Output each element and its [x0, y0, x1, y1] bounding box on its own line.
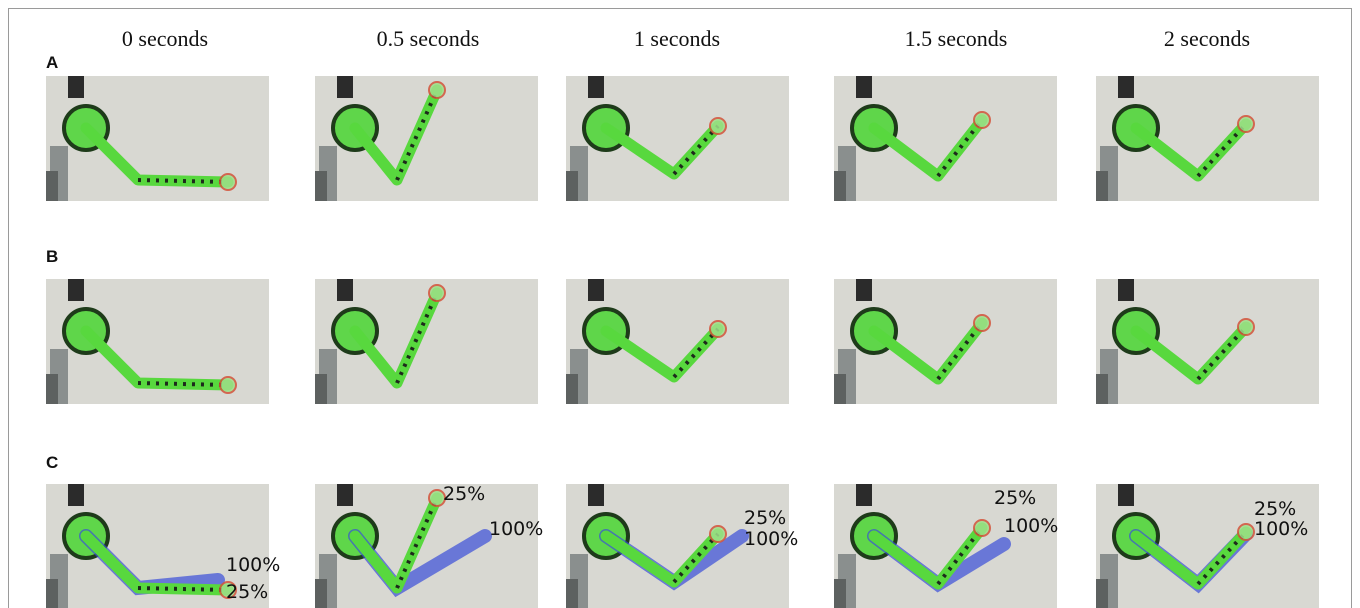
overlay-label: 25% [226, 581, 268, 603]
arm-detail [137, 586, 229, 592]
arm-detail [672, 532, 720, 584]
photo: 25% 100% [834, 484, 1058, 608]
arm-detail [137, 178, 229, 184]
hand [219, 173, 237, 191]
hand [219, 581, 237, 599]
mount [588, 279, 604, 301]
arm-detail [672, 327, 720, 379]
mount [337, 279, 353, 301]
hand [973, 519, 991, 537]
mount [1118, 76, 1134, 98]
hand [1237, 523, 1255, 541]
overlay-label: 25% [994, 487, 1036, 509]
photo [1096, 76, 1319, 201]
arm-detail [936, 118, 984, 178]
mount [856, 484, 872, 506]
photo [315, 76, 538, 201]
photo [834, 279, 1057, 404]
equipment [315, 374, 327, 404]
equipment [46, 579, 58, 608]
mount [337, 76, 353, 98]
overlay-label: 25% [443, 483, 485, 505]
hand [1237, 318, 1255, 336]
equipment [834, 374, 846, 404]
equipment [46, 374, 58, 404]
hand [973, 314, 991, 332]
photo [1096, 279, 1319, 404]
photo: 100% 25% [46, 484, 280, 608]
mount [1118, 279, 1134, 301]
overlay-label: 100% [1254, 518, 1308, 540]
hand [428, 284, 446, 302]
column-header: 0.5 seconds [377, 26, 480, 51]
hand [709, 117, 727, 135]
overlay-label: 100% [1004, 515, 1058, 537]
row-label: B [46, 247, 58, 266]
equipment [834, 579, 846, 608]
equipment [834, 171, 846, 201]
overlay-label: 25% [744, 507, 786, 529]
arm-detail [936, 526, 984, 586]
arm-detail [137, 381, 229, 387]
overlay-label: 100% [226, 554, 280, 576]
photo: 25%100% [1096, 484, 1319, 608]
mount [1118, 484, 1134, 506]
arm-detail [1196, 122, 1248, 178]
column-header: 1.5 seconds [905, 26, 1008, 51]
overlay-label: 25% [1254, 498, 1296, 520]
column-header: 0 seconds [122, 26, 208, 51]
arm-detail [1196, 530, 1248, 586]
equipment [1096, 374, 1108, 404]
mount [856, 279, 872, 301]
hand [709, 525, 727, 543]
photo [46, 279, 269, 404]
mount [588, 76, 604, 98]
hand [219, 376, 237, 394]
equipment [566, 579, 578, 608]
arm-detail [936, 321, 984, 381]
mount [68, 76, 84, 98]
photo [566, 76, 789, 201]
figure-border [8, 8, 1352, 608]
photo [834, 76, 1057, 201]
equipment [315, 171, 327, 201]
photo: 25%100% [315, 483, 543, 608]
column-header: 2 seconds [1164, 26, 1250, 51]
mount [68, 279, 84, 301]
arm-detail [395, 89, 439, 181]
photo [315, 279, 538, 404]
column-header: 1 seconds [634, 26, 720, 51]
hand [1237, 115, 1255, 133]
mount [337, 484, 353, 506]
arm-detail [395, 497, 439, 589]
mount [856, 76, 872, 98]
hand [973, 111, 991, 129]
row-label: C [46, 453, 58, 472]
equipment [566, 374, 578, 404]
arm-detail [672, 124, 720, 176]
mount [68, 484, 84, 506]
arm-detail [1196, 325, 1248, 381]
equipment [1096, 579, 1108, 608]
row-label: A [46, 53, 58, 72]
arm-detail [395, 292, 439, 384]
photo [46, 76, 269, 201]
equipment [46, 171, 58, 201]
hand [428, 489, 446, 507]
hand [709, 320, 727, 338]
hand [428, 81, 446, 99]
overlay-label: 100% [489, 518, 543, 540]
mount [588, 484, 604, 506]
photo: 25%100% [566, 484, 798, 608]
overlay-label: 100% [744, 528, 798, 550]
photo [566, 279, 789, 404]
equipment [566, 171, 578, 201]
equipment [315, 579, 327, 608]
equipment [1096, 171, 1108, 201]
